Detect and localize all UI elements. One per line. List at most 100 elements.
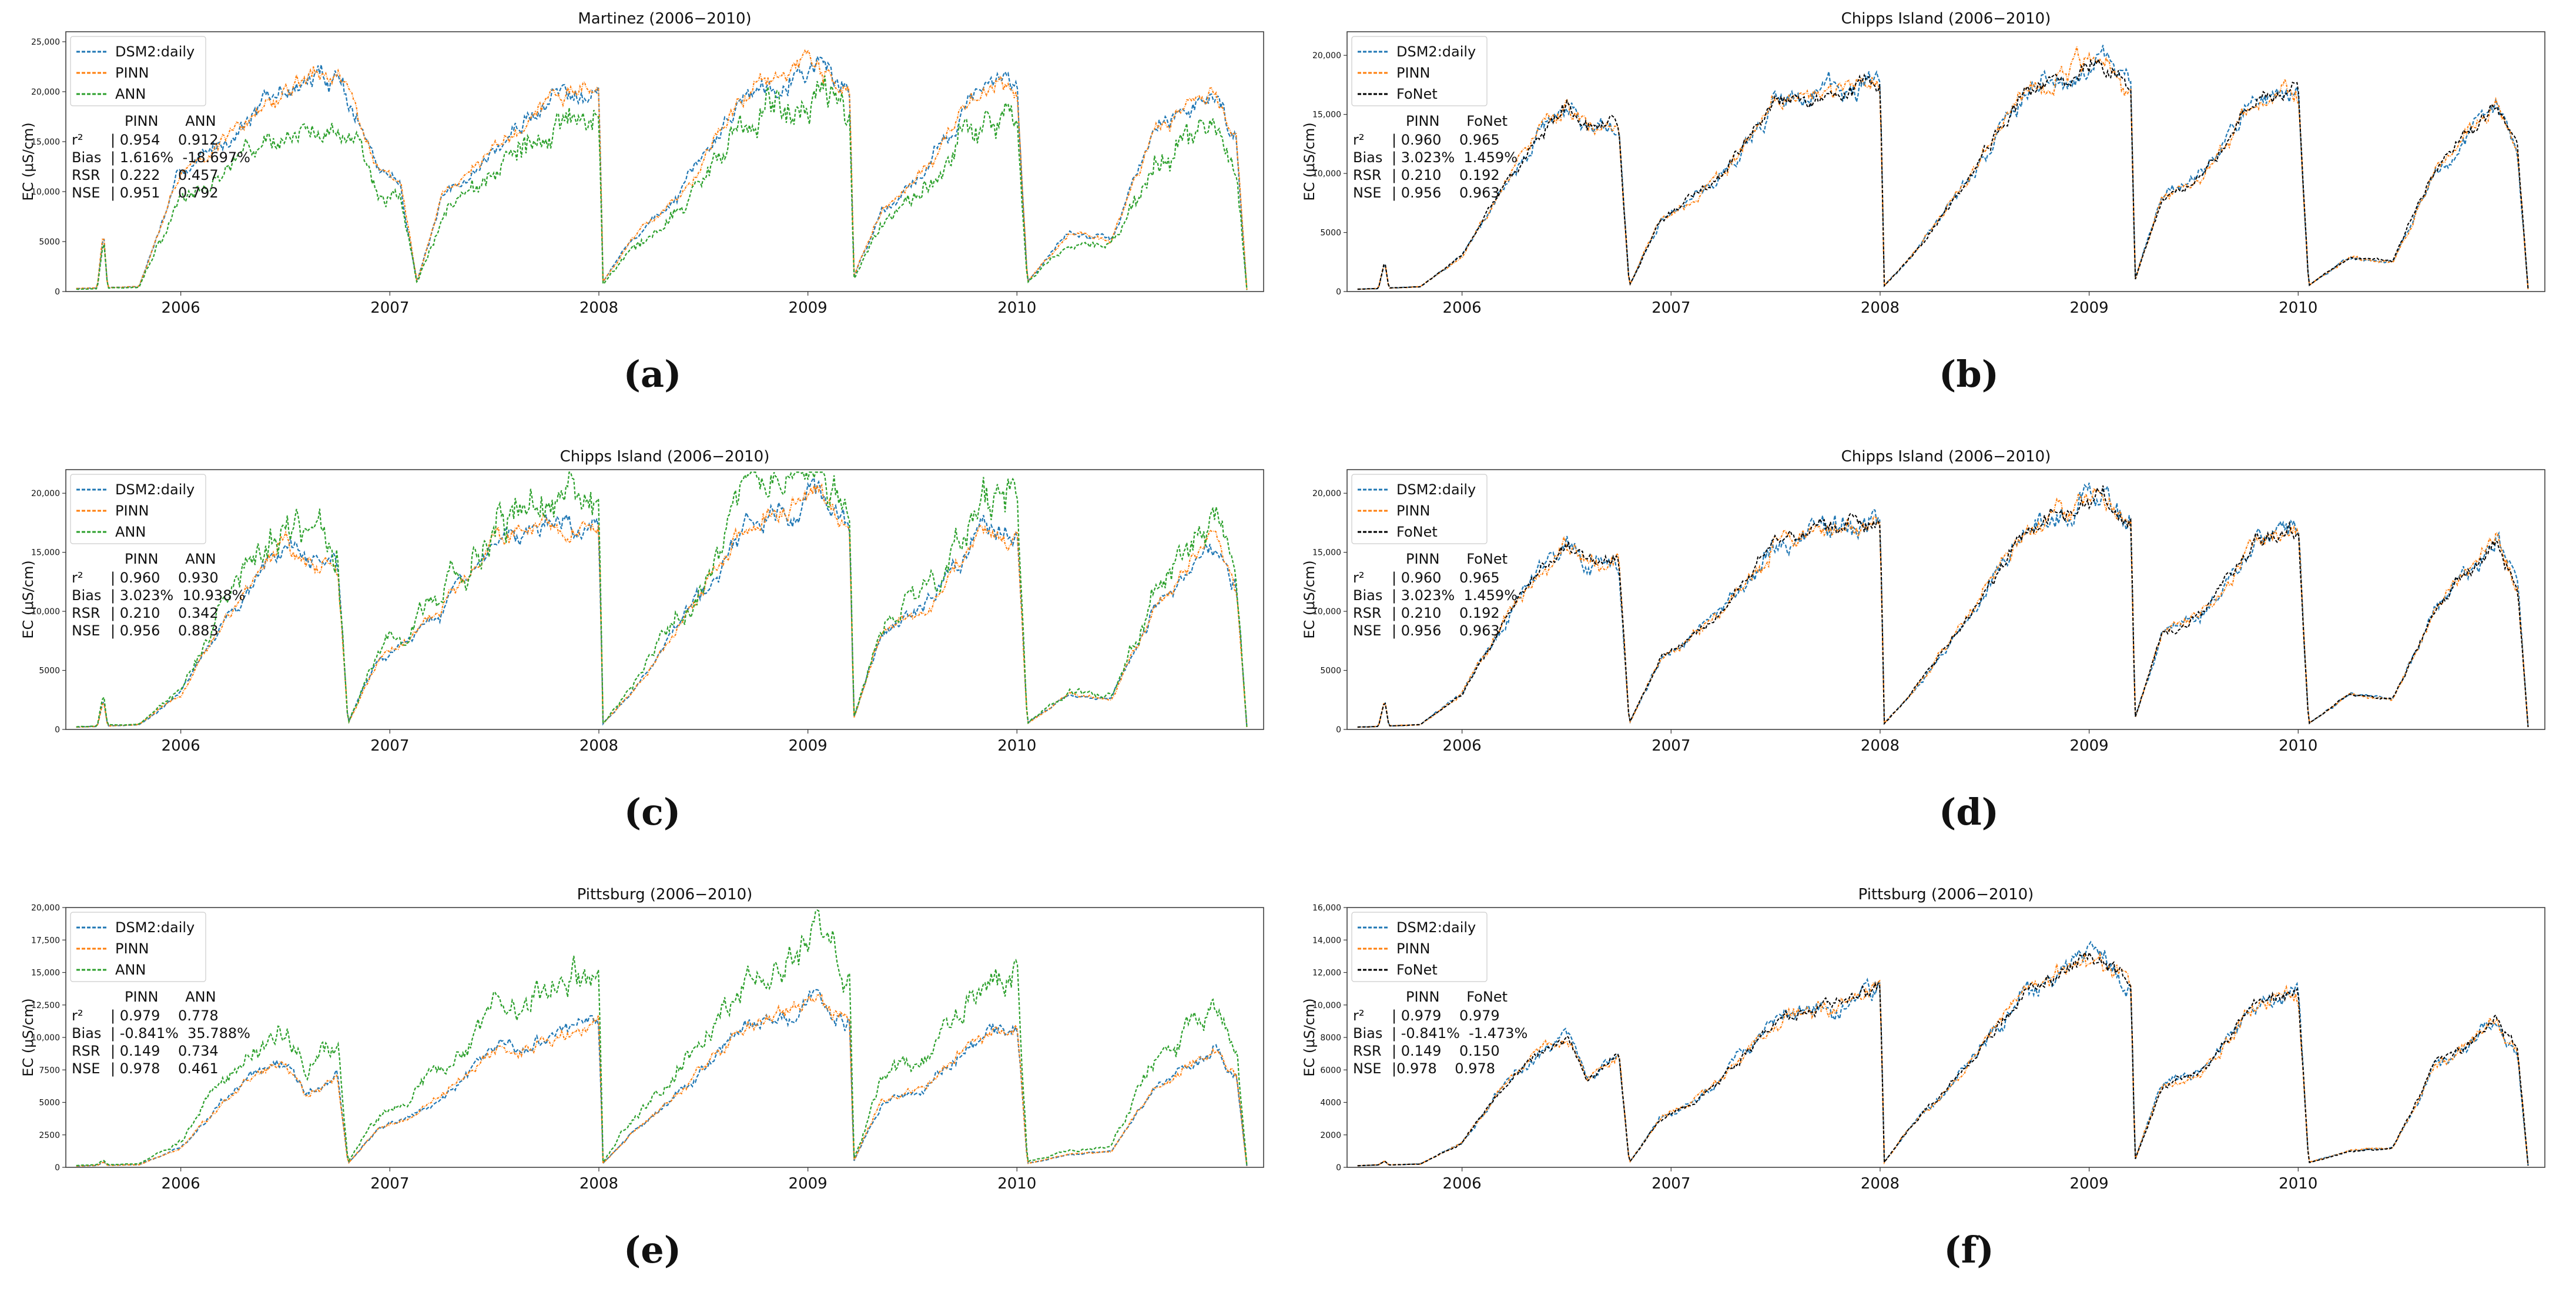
- stats-row-values: | 0.210 0.192: [1392, 605, 1500, 621]
- y-axis-label: EC (μS/cm): [20, 122, 36, 200]
- x-tick-label: 2008: [579, 1175, 618, 1193]
- x-tick-label: 2009: [2070, 1175, 2109, 1193]
- y-tick-label: 12,500: [31, 1001, 60, 1010]
- stats-row-label: Bias: [72, 587, 101, 604]
- stats-row-values: | 0.951 0.792: [110, 185, 219, 201]
- chart-panel-e: Pittsburg (2006−2010) 0 2500 5000 7500 10,000…: [12, 876, 1269, 1299]
- legend-label: PINN: [115, 503, 149, 519]
- y-axis-label: EC (μS/cm): [1301, 560, 1318, 638]
- stats-row-label: Bias: [72, 149, 101, 166]
- legend-label: DSM2:daily: [115, 919, 195, 936]
- y-tick-label: 15,000: [31, 969, 60, 978]
- y-tick-label: 0: [55, 287, 60, 297]
- stats-row-label: NSE: [72, 1060, 100, 1077]
- series-line-pinn: [1357, 46, 2529, 290]
- x-tick-label: 2010: [997, 737, 1036, 755]
- x-tick-label: 2006: [162, 737, 200, 755]
- stats-row-label: RSR: [72, 1043, 101, 1059]
- y-tick-label: 20,000: [1312, 51, 1341, 61]
- legend-label: FoNet: [1396, 86, 1438, 102]
- legend-label: PINN: [1396, 503, 1430, 519]
- line-chart-e: Pittsburg (2006−2010) 0 2500 5000 7500 10,000…: [20, 886, 1264, 1193]
- y-tick-label: 5000: [1320, 667, 1341, 676]
- stats-header: PINN FoNet: [1406, 551, 1508, 567]
- x-tick-label: 2008: [579, 299, 618, 317]
- stats-row-values: | 0.222 0.457: [110, 167, 219, 183]
- series-line-pinn: [76, 48, 1248, 290]
- stats-row-values: | -0.841% -1.473%: [1392, 1025, 1527, 1042]
- series-line-dsm2-daily: [1357, 45, 2529, 290]
- x-tick-label: 2009: [2070, 299, 2109, 317]
- legend-box: [1351, 912, 1488, 982]
- x-tick-label: 2009: [2070, 737, 2109, 755]
- y-tick-label: 20,000: [31, 903, 60, 913]
- y-tick-label: 2000: [1320, 1131, 1341, 1140]
- legend-label: FoNet: [1396, 524, 1438, 540]
- legend-label: DSM2:daily: [1396, 481, 1476, 498]
- y-tick-label: 5000: [39, 667, 60, 676]
- x-tick-label: 2006: [162, 299, 200, 317]
- x-tick-label: 2006: [162, 1175, 200, 1193]
- y-tick-label: 14,000: [1312, 936, 1341, 945]
- x-tick-label: 2010: [2279, 737, 2317, 755]
- chart-panel-c: Chipps Island (2006−2010) 0 5000 10,000 15,0…: [12, 438, 1269, 861]
- stats-row-label: r²: [72, 132, 83, 148]
- y-tick-label: 10,000: [31, 188, 60, 197]
- caption-f: (f): [1944, 1228, 1994, 1271]
- chart-title: Pittsburg (2006−2010): [577, 886, 753, 903]
- stats-row-label: NSE: [1353, 622, 1381, 639]
- y-tick-label: 12,000: [1312, 969, 1341, 978]
- y-tick-label: 0: [1336, 725, 1341, 735]
- legend-label: DSM2:daily: [115, 43, 195, 60]
- caption-b: (b): [1938, 353, 1999, 396]
- stats-row-values: | 0.956 0.963: [1392, 185, 1500, 201]
- legend-label: DSM2:daily: [1396, 919, 1476, 936]
- stats-row-label: NSE: [1353, 1060, 1381, 1077]
- y-tick-label: 5000: [39, 237, 60, 247]
- caption-c: (c): [624, 791, 681, 833]
- chart-panel-d: Chipps Island (2006−2010) 0 5000 10,000 15,0…: [1293, 438, 2551, 861]
- stats-row-values: | -0.841% 35.788%: [110, 1025, 250, 1042]
- y-tick-label: 10,000: [1312, 169, 1341, 179]
- legend-label: PINN: [115, 940, 149, 957]
- stats-row-values: | 0.210 0.192: [1392, 167, 1500, 183]
- y-tick-label: 10,000: [1312, 1001, 1341, 1010]
- y-tick-label: 20,000: [1312, 489, 1341, 498]
- stats-row-values: | 0.979 0.979: [1392, 1007, 1500, 1024]
- line-chart-f: Pittsburg (2006−2010) 0 2000 4000 6000 8000 10…: [1301, 886, 2545, 1193]
- stats-row-label: r²: [1353, 570, 1365, 586]
- y-tick-label: 2500: [39, 1131, 60, 1140]
- x-tick-label: 2007: [370, 299, 409, 317]
- plot-frame: [1346, 469, 2545, 730]
- x-tick-label: 2010: [2279, 1175, 2317, 1193]
- line-chart-d: Chipps Island (2006−2010) 0 5000 10,000 15,0…: [1301, 448, 2545, 755]
- stats-row-values: | 0.960 0.965: [1392, 132, 1500, 148]
- series-line-dsm2-daily: [1357, 940, 2529, 1167]
- stats-row-label: RSR: [72, 605, 101, 621]
- y-tick-label: 8000: [1320, 1033, 1341, 1043]
- series-line-fonet: [1357, 950, 2529, 1167]
- y-tick-label: 7500: [39, 1066, 60, 1075]
- series-line-ann: [76, 75, 1248, 290]
- stats-row-values: | 0.210 0.342: [110, 605, 219, 621]
- x-tick-label: 2010: [997, 1175, 1036, 1193]
- stats-row-label: RSR: [1353, 1043, 1382, 1059]
- series-line-dsm2-daily: [1357, 483, 2529, 728]
- series-line-fonet: [1357, 57, 2529, 290]
- stats-row-values: | 3.023% 1.459%: [1392, 587, 1518, 604]
- y-tick-label: 4000: [1320, 1099, 1341, 1108]
- stats-header: PINN FoNet: [1406, 113, 1508, 129]
- legend-box: [70, 474, 206, 544]
- series-line-pinn: [76, 483, 1248, 728]
- stats-row-label: NSE: [72, 622, 100, 639]
- legend-label: PINN: [115, 65, 149, 81]
- stats-row-values: | 0.978 0.461: [110, 1060, 219, 1077]
- stats-row-values: | 3.023% 10.938%: [110, 587, 245, 604]
- stats-row-label: NSE: [1353, 185, 1381, 201]
- x-tick-label: 2008: [579, 737, 618, 755]
- x-tick-label: 2010: [997, 299, 1036, 317]
- legend-label: PINN: [1396, 940, 1430, 957]
- legend-label: PINN: [1396, 65, 1430, 81]
- x-tick-label: 2006: [1443, 299, 1482, 317]
- x-tick-label: 2008: [1861, 1175, 1900, 1193]
